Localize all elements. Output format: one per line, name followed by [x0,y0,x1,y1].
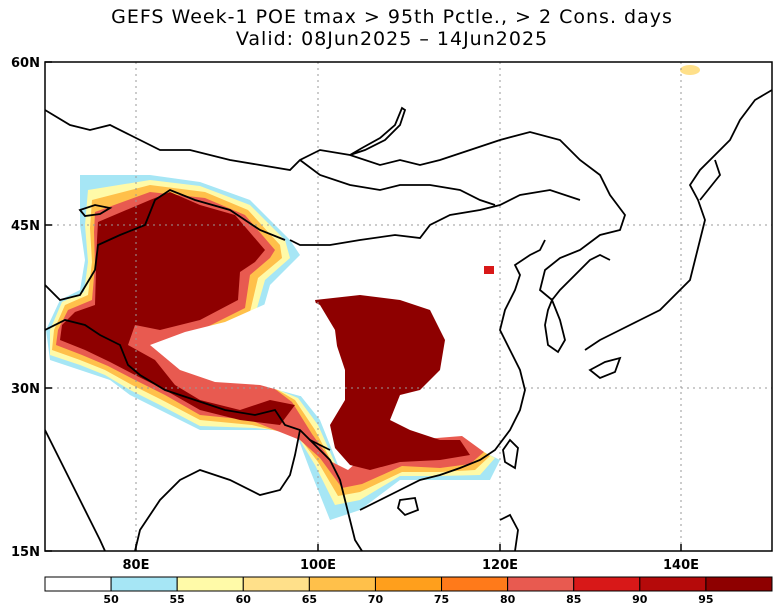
colorbar-tick-label: 95 [698,593,713,606]
colorbar-tick-label: 60 [236,593,252,606]
colorbar-tick-label: 75 [434,593,449,606]
lat-label-30n: 30N [11,382,40,397]
lon-label-120e: 120E [482,558,518,573]
coastlines-borders [45,89,772,551]
lon-label-80e: 80E [123,558,150,573]
colorbar-tick-label: 50 [103,593,119,606]
colorbar-swatch [441,576,509,592]
colorbar-swatch [44,576,112,592]
chart-subtitle: Valid: 08Jun2025 – 14Jun2025 [235,28,549,50]
colorbar: 50 55 60 65 70 75 80 85 90 95 [44,576,773,606]
low-prob-plateau [150,295,340,398]
colorbar-tick-label: 80 [500,593,516,606]
colorbar-swatch [705,576,773,592]
colorbar-swatch [573,576,641,592]
colorbar-swatch [374,576,443,592]
colorbar-tick-label: 85 [566,593,581,606]
lon-label-100e: 100E [300,558,336,573]
lat-label-60n: 60N [11,56,40,71]
patch-yellow [680,65,700,75]
colorbar-swatch [507,576,575,592]
map-frame [44,61,773,552]
colorbar-tick-label: 65 [302,593,317,606]
shaded-probability-field [46,65,700,520]
colorbar-swatch [110,576,178,592]
colorbar-swatch [176,576,244,592]
chart-title: GEFS Week-1 POE tmax > 95th Pctle., > 2 … [111,6,673,28]
band-95-east [315,295,470,470]
colorbar-swatch [308,576,376,592]
band-95-west [60,192,295,425]
patch-red [484,266,494,274]
colorbar-tick-label: 70 [368,593,384,606]
lat-label-15n: 15N [11,545,40,560]
colorbar-swatch [242,576,310,592]
colorbar-tick-label: 90 [632,593,648,606]
gridlines [45,62,772,551]
lon-label-140e: 140E [663,558,699,573]
lat-label-45n: 45N [11,219,40,234]
colorbar-swatch [639,576,707,592]
axis-ticks [45,61,682,552]
colorbar-tick-label: 55 [170,593,185,606]
